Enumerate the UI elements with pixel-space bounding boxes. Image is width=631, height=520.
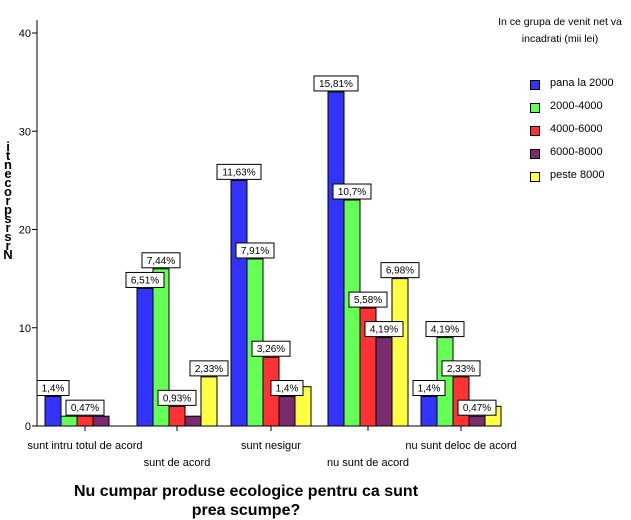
data-label: 4,19% — [370, 325, 398, 336]
data-label: 2,33% — [447, 364, 475, 375]
data-label-box — [332, 183, 372, 200]
bar — [230, 179, 248, 427]
data-label: 7,91% — [241, 246, 269, 257]
legend-swatch — [530, 149, 540, 159]
data-label: 6,98% — [386, 266, 414, 277]
y-axis-label-glyph: s — [4, 211, 12, 226]
data-label: 0,47% — [463, 403, 491, 414]
data-label: 1,4% — [418, 384, 441, 395]
y-axis-label-glyph: c — [4, 175, 12, 190]
y-axis-label-glyph: n — [4, 157, 12, 172]
bar — [343, 199, 361, 427]
data-label-box — [189, 360, 229, 377]
data-label: 1,4% — [276, 384, 299, 395]
bar — [278, 396, 296, 427]
data-label-box — [313, 75, 359, 92]
data-label-box — [457, 399, 497, 416]
y-axis-label-glyph: r — [5, 193, 11, 208]
data-label: 1,4% — [42, 384, 65, 395]
legend-label: 4000-6000 — [550, 123, 603, 135]
bar — [168, 405, 186, 427]
bar — [76, 415, 94, 427]
legend-swatch — [530, 126, 540, 136]
data-label-box — [141, 252, 181, 269]
data-label: 0,93% — [163, 393, 191, 404]
data-label-box — [216, 163, 262, 180]
legend-swatch — [530, 172, 540, 182]
bar — [420, 396, 438, 427]
y-axis-label-glyph: t — [5, 148, 11, 163]
chart-data-labels: 1,4% 0,47% 6,51% 7,44% 0,93% 2,33% 11,63% 7,91%… — [36, 75, 497, 416]
legend-label: 2000-4000 — [550, 100, 603, 112]
y-axis-label-glyph: o — [4, 184, 12, 199]
data-label-box — [157, 389, 197, 406]
bar — [375, 337, 393, 427]
y-axis-label-glyph: p — [4, 202, 12, 217]
y-tick-label: 20 — [19, 225, 31, 237]
data-label: 0,47% — [71, 403, 99, 414]
x-tick-label: sunt intru totul de acord — [28, 440, 143, 452]
y-tick-label: 30 — [19, 126, 31, 138]
bar — [468, 415, 486, 427]
data-label-box — [36, 380, 70, 397]
bar — [327, 91, 345, 427]
data-label: 7,44% — [147, 256, 175, 267]
bar — [60, 415, 78, 427]
legend-swatch — [530, 103, 540, 113]
y-axis-label-glyph: r — [5, 220, 11, 235]
y-axis-label-glyph: e — [4, 166, 12, 181]
data-label-box — [125, 271, 165, 288]
y-axis-label-glyph: N — [3, 247, 13, 262]
legend-label: pana la 2000 — [550, 77, 614, 89]
bar — [391, 278, 409, 427]
data-label-box — [235, 242, 275, 259]
data-label-box — [380, 262, 420, 279]
y-tick-label: 40 — [19, 28, 31, 40]
y-axis-label-glyph: i — [6, 139, 10, 154]
y-axis-label-glyph: r — [5, 238, 11, 253]
data-label: 6,51% — [131, 275, 159, 286]
y-tick-label: 10 — [19, 323, 31, 335]
x-axis-title: Nu cumpar produse ecologice pentru ca su… — [73, 483, 419, 519]
bar — [44, 396, 62, 427]
chart-bars — [44, 91, 502, 427]
x-tick-label: nu sunt deloc de acord — [405, 440, 516, 452]
data-label: 3,26% — [257, 344, 285, 355]
bar — [184, 415, 202, 427]
data-label: 2,33% — [195, 364, 223, 375]
x-tick-label: sunt de acord — [144, 457, 211, 469]
data-label-box — [412, 380, 446, 397]
legend-title: In ce grupa de venit net va incadrati (m… — [498, 16, 622, 45]
data-label-box — [441, 360, 481, 377]
x-tick-label: nu sunt de acord — [327, 457, 409, 469]
data-label-box — [348, 291, 388, 308]
data-label: 5,58% — [354, 295, 382, 306]
data-label-box — [270, 380, 304, 397]
legend-label: 6000-8000 — [550, 146, 603, 158]
y-axis-label-glyph: s — [4, 229, 12, 244]
y-tick-label: 0 — [25, 421, 31, 433]
legend-swatch — [530, 80, 540, 90]
data-label-box — [65, 399, 105, 416]
data-label: 11,63% — [222, 167, 255, 178]
data-label: 10,7% — [338, 187, 366, 198]
data-label: 4,19% — [431, 325, 459, 336]
data-label: 15,81% — [319, 79, 353, 90]
legend-label: peste 8000 — [550, 169, 605, 181]
data-label-box — [364, 321, 404, 338]
bar — [92, 415, 110, 427]
bar — [200, 376, 218, 427]
bar — [136, 287, 154, 427]
x-tick-label: sunt nesigur — [241, 440, 301, 452]
data-label-box — [425, 321, 465, 338]
data-label-box — [251, 340, 291, 357]
bar — [152, 268, 170, 427]
